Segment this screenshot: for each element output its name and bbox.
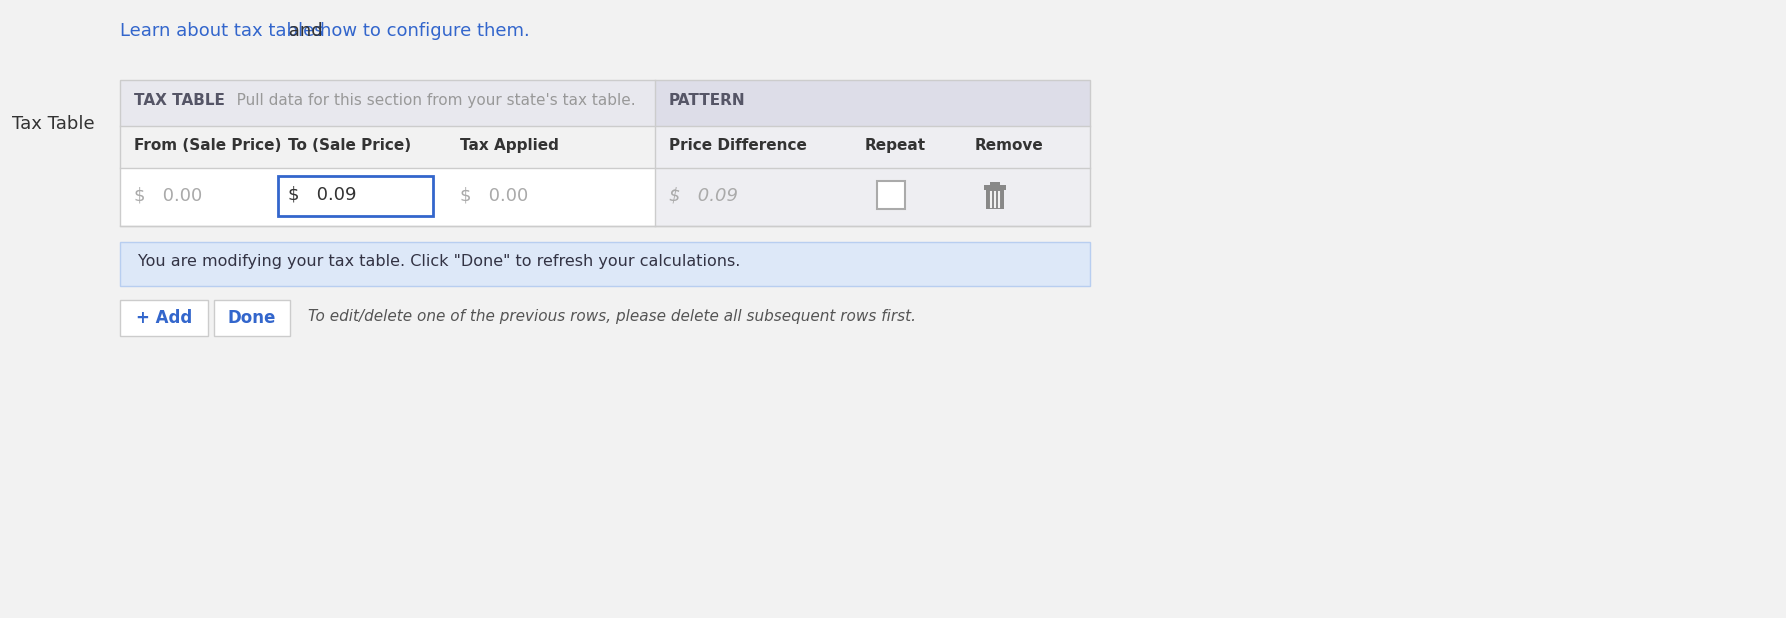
Text: From (Sale Price): From (Sale Price) xyxy=(134,138,282,153)
Bar xyxy=(120,168,1089,226)
Text: PATTERN: PATTERN xyxy=(670,93,745,108)
Bar xyxy=(989,182,1000,186)
Text: $   0.00: $ 0.00 xyxy=(461,186,529,204)
Text: $   0.09: $ 0.09 xyxy=(670,186,738,204)
Text: Learn about tax tables: Learn about tax tables xyxy=(120,22,323,40)
Bar xyxy=(986,189,1004,209)
Text: You are modifying your tax table. Click "Done" to refresh your calculations.: You are modifying your tax table. Click … xyxy=(138,254,741,269)
Text: Done: Done xyxy=(229,309,277,327)
Text: Tax Table: Tax Table xyxy=(13,115,95,133)
Bar xyxy=(655,126,1089,168)
Bar xyxy=(877,181,906,209)
Bar xyxy=(214,300,289,336)
Bar xyxy=(655,80,1089,126)
Bar xyxy=(120,80,1089,226)
Text: how to configure them.: how to configure them. xyxy=(320,22,530,40)
Text: To edit/delete one of the previous rows, please delete all subsequent rows first: To edit/delete one of the previous rows,… xyxy=(307,309,916,324)
Bar xyxy=(279,176,432,216)
Bar xyxy=(120,80,1089,126)
Bar xyxy=(984,185,1006,190)
Bar xyxy=(655,168,1089,226)
Text: Repeat: Repeat xyxy=(864,138,927,153)
Text: and: and xyxy=(282,22,329,40)
Text: $   0.09: $ 0.09 xyxy=(288,185,357,203)
Bar xyxy=(120,242,1089,286)
Text: TAX TABLE: TAX TABLE xyxy=(134,93,225,108)
Text: + Add: + Add xyxy=(136,309,193,327)
Text: $   0.00: $ 0.00 xyxy=(134,186,202,204)
Text: Price Difference: Price Difference xyxy=(670,138,807,153)
Text: To (Sale Price): To (Sale Price) xyxy=(288,138,411,153)
Bar xyxy=(120,126,1089,168)
Text: Tax Applied: Tax Applied xyxy=(461,138,559,153)
Text: Pull data for this section from your state's tax table.: Pull data for this section from your sta… xyxy=(221,93,636,108)
Text: Remove: Remove xyxy=(975,138,1043,153)
Bar xyxy=(120,300,207,336)
